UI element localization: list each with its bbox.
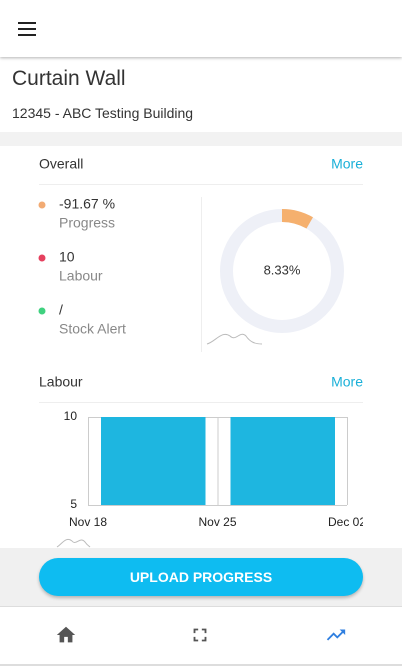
divider-band <box>0 132 402 146</box>
y-tick-label: 10 <box>64 409 78 423</box>
y-tick-label: 5 <box>70 497 77 511</box>
more-link[interactable]: More <box>331 374 363 390</box>
stat-value: -91.67 % <box>59 196 115 212</box>
status-dot <box>38 201 46 209</box>
x-tick-label: Dec 02 <box>328 515 366 529</box>
stat-label: Progress <box>59 215 115 231</box>
menu-icon[interactable] <box>16 20 38 38</box>
sparkline-decor <box>56 538 91 548</box>
stat-label: Labour <box>59 268 103 284</box>
bar <box>230 417 335 505</box>
status-dot <box>38 254 46 262</box>
section-title: Overall <box>39 156 83 172</box>
donut-label: 8.33% <box>264 262 301 277</box>
page-title: Curtain Wall <box>12 67 126 90</box>
sparkline-decor <box>206 333 263 345</box>
home-icon[interactable] <box>55 624 77 646</box>
section-title: Labour <box>39 374 83 390</box>
stat-label: Stock Alert <box>59 321 126 337</box>
stat-value: / <box>59 302 63 318</box>
x-tick-label: Nov 25 <box>198 515 236 529</box>
page-subtitle: 12345 - ABC Testing Building <box>12 105 194 121</box>
donut-arc <box>281 209 313 229</box>
stat-value: 10 <box>59 249 75 265</box>
more-link[interactable]: More <box>331 156 363 172</box>
upload-button[interactable]: UPLOAD PROGRESS <box>39 558 363 596</box>
bar <box>101 417 206 505</box>
top-bar <box>0 0 402 57</box>
content-card: Overall More Labour More -91.67 % Progres… <box>38 156 366 548</box>
status-dot <box>38 307 46 315</box>
x-tick-label: Nov 18 <box>69 515 107 529</box>
trending-icon[interactable] <box>325 624 347 646</box>
fullscreen-icon[interactable] <box>189 624 211 646</box>
